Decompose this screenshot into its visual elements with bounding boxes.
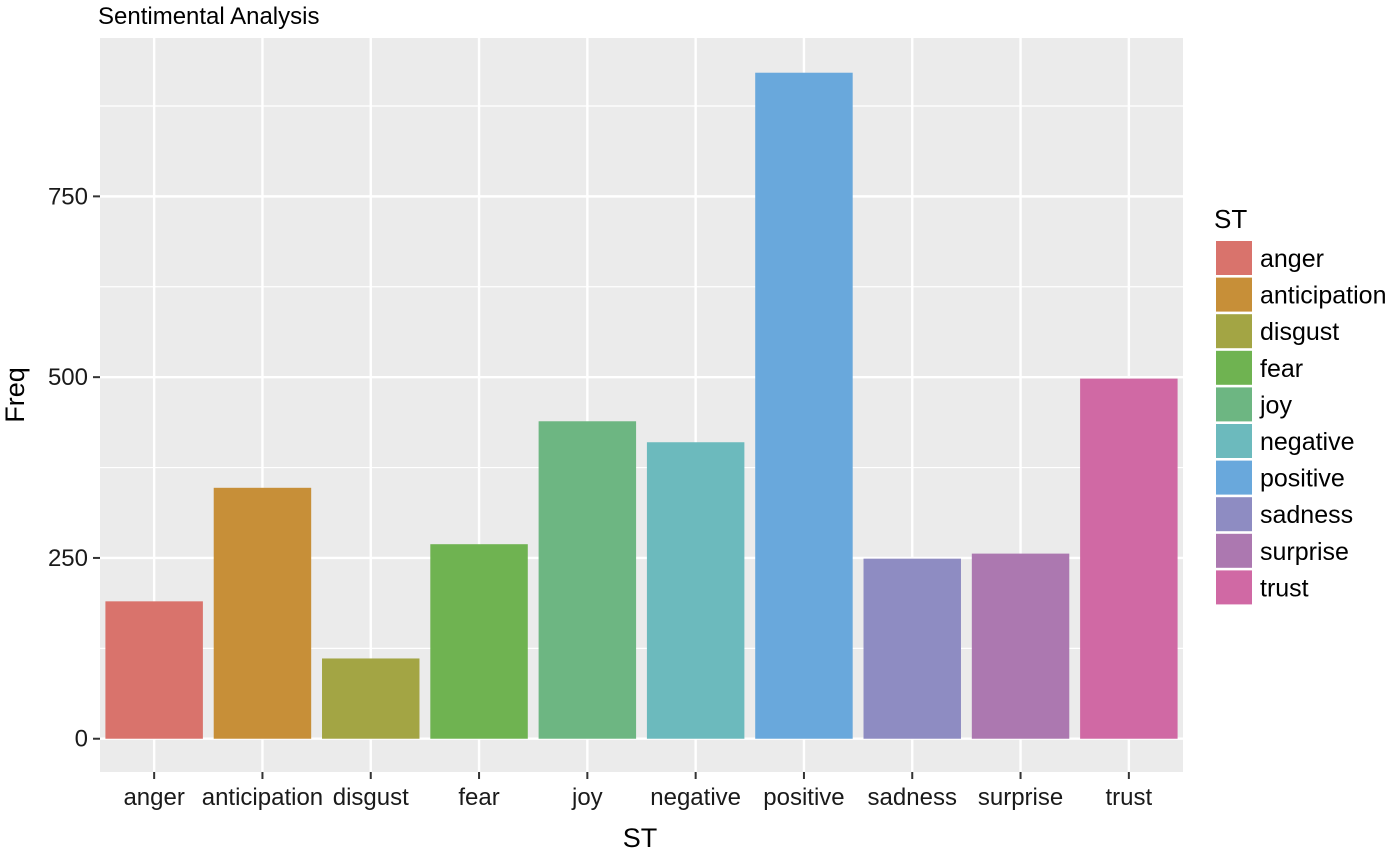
x-axis-title: ST	[623, 823, 658, 853]
bar-joy	[538, 421, 637, 739]
y-axis-title: Freq	[0, 367, 30, 423]
legend-key-negative	[1216, 424, 1252, 458]
bar-fear	[430, 544, 528, 739]
y-axis: 0 250 500 750	[48, 183, 100, 753]
bar-sadness	[863, 558, 961, 739]
legend-label-joy: joy	[1259, 391, 1292, 419]
bars	[105, 72, 1178, 739]
y-tick-label: 0	[75, 726, 88, 753]
x-tick-label-anticipation: anticipation	[202, 784, 323, 811]
legend-label-negative: negative	[1260, 428, 1355, 456]
legend-label-anger: anger	[1260, 245, 1324, 273]
legend-key-anger	[1216, 241, 1252, 275]
y-tick-label: 750	[48, 183, 88, 210]
x-tick-label-negative: negative	[650, 784, 741, 811]
bar-positive	[755, 72, 853, 739]
legend-label-sadness: sadness	[1260, 501, 1353, 529]
legend-label-trust: trust	[1260, 574, 1309, 602]
legend-label-anticipation: anticipation	[1260, 282, 1386, 310]
legend-key-positive	[1216, 460, 1252, 495]
legend-title: ST	[1214, 204, 1247, 234]
chart-title: Sentimental Analysis	[98, 3, 319, 30]
legend-label-positive: positive	[1260, 465, 1345, 493]
x-tick-label-trust: trust	[1106, 784, 1153, 811]
bar-anticipation	[213, 487, 312, 739]
x-tick-label-joy: joy	[571, 784, 603, 811]
legend-label-fear: fear	[1260, 355, 1303, 383]
x-tick-label-positive: positive	[763, 784, 844, 811]
x-tick-label-fear: fear	[458, 784, 499, 811]
legend-key-fear	[1216, 350, 1252, 385]
legend-label-surprise: surprise	[1260, 538, 1349, 566]
legend-label-disgust: disgust	[1260, 318, 1339, 346]
legend-key-joy	[1216, 387, 1252, 422]
legend-key-trust	[1216, 570, 1252, 605]
x-tick-label-surprise: surprise	[978, 784, 1063, 811]
y-tick-label: 250	[48, 545, 88, 572]
y-tick-label: 500	[48, 364, 88, 391]
bar-negative	[646, 442, 745, 739]
legend: ST anger anticipation disgust fear joy negati…	[1214, 204, 1386, 605]
legend-key-sadness	[1216, 497, 1252, 532]
legend-key-anticipation	[1216, 277, 1252, 312]
legend-key-surprise	[1216, 533, 1252, 568]
x-tick-label-anger: anger	[123, 784, 184, 811]
x-tick-label-disgust: disgust	[333, 784, 409, 811]
legend-key-disgust	[1216, 314, 1252, 349]
bar-disgust	[322, 658, 420, 739]
bar-surprise	[971, 553, 1070, 739]
bar-trust	[1080, 378, 1178, 739]
x-tick-label-sadness: sadness	[868, 784, 957, 811]
x-axis: anger anticipation disgust fear joy negative p…	[123, 772, 1153, 811]
bar-anger	[105, 601, 203, 739]
